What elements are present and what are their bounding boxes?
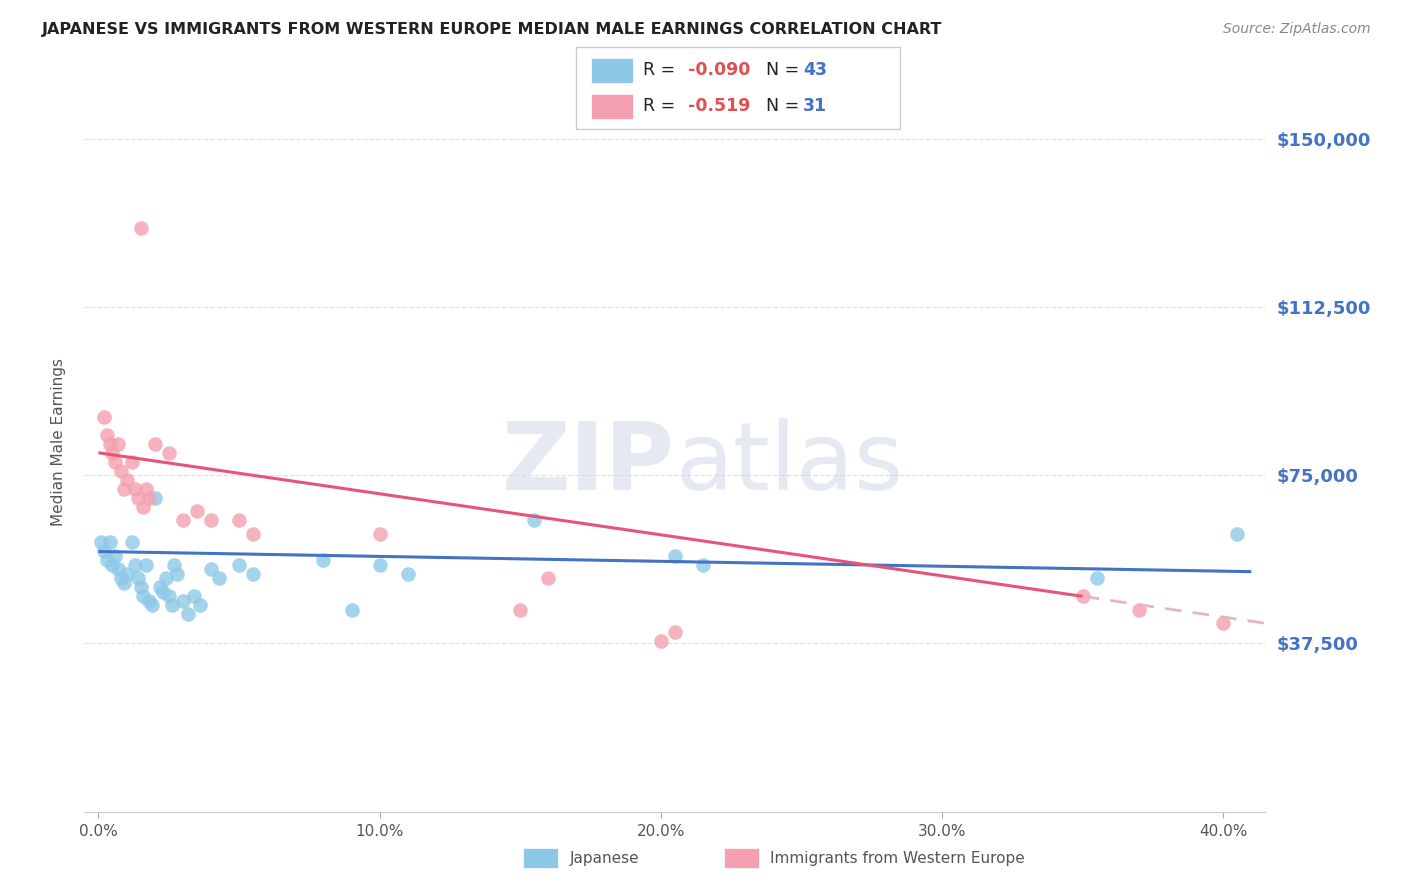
Point [160, 599, 183, 613]
Point [93, 544, 115, 558]
Point [664, 625, 686, 640]
Point [155, 571, 177, 585]
Text: N =: N = [766, 97, 806, 115]
Point [208, 571, 231, 585]
Text: -0.519: -0.519 [688, 97, 749, 115]
Point [132, 500, 155, 514]
Point [650, 634, 672, 648]
Point [104, 549, 127, 563]
Point [98, 437, 121, 451]
Point [396, 566, 419, 581]
Point [107, 562, 129, 576]
Point [537, 571, 560, 585]
Point [509, 603, 531, 617]
Point [96, 553, 118, 567]
Point [1226, 526, 1249, 541]
Point [228, 513, 250, 527]
Text: R =: R = [643, 62, 681, 79]
Point [132, 590, 155, 604]
Point [129, 580, 152, 594]
Point [157, 590, 180, 604]
Point [186, 504, 208, 518]
Point [1071, 590, 1094, 604]
Point [98, 535, 121, 549]
Text: 31: 31 [803, 97, 827, 115]
Point [115, 473, 138, 487]
Point [172, 513, 194, 527]
Text: atlas: atlas [675, 417, 903, 509]
Point [152, 585, 174, 599]
Point [664, 549, 686, 563]
Text: -0.090: -0.090 [688, 62, 749, 79]
Point [188, 599, 211, 613]
Point [127, 571, 149, 585]
Point [112, 482, 135, 496]
Text: ZIP: ZIP [502, 417, 675, 509]
Point [523, 513, 546, 527]
Point [172, 594, 194, 608]
Point [127, 491, 149, 505]
Point [110, 571, 132, 585]
Point [138, 594, 160, 608]
Point [121, 535, 143, 549]
Point [124, 558, 146, 572]
Point [101, 558, 124, 572]
Point [157, 446, 180, 460]
Text: R =: R = [643, 97, 681, 115]
Point [368, 558, 391, 572]
Point [228, 558, 250, 572]
Point [141, 599, 163, 613]
Text: JAPANESE VS IMMIGRANTS FROM WESTERN EUROPE MEDIAN MALE EARNINGS CORRELATION CHAR: JAPANESE VS IMMIGRANTS FROM WESTERN EURO… [42, 22, 942, 37]
Point [93, 409, 115, 424]
Point [107, 437, 129, 451]
Point [200, 562, 222, 576]
Point [101, 446, 124, 460]
Point [129, 221, 152, 235]
Text: N =: N = [766, 62, 806, 79]
Point [121, 455, 143, 469]
Text: Source: ZipAtlas.com: Source: ZipAtlas.com [1223, 22, 1371, 37]
Point [104, 455, 127, 469]
Point [242, 526, 264, 541]
Point [138, 491, 160, 505]
Point [90, 535, 112, 549]
Point [1128, 603, 1150, 617]
Text: 43: 43 [803, 62, 827, 79]
Point [183, 590, 205, 604]
Point [692, 558, 714, 572]
Point [112, 575, 135, 590]
Point [368, 526, 391, 541]
Point [135, 482, 157, 496]
Y-axis label: Median Male Earnings: Median Male Earnings [51, 358, 66, 525]
Point [242, 566, 264, 581]
Point [340, 603, 363, 617]
Point [1085, 571, 1108, 585]
Text: Japanese: Japanese [569, 851, 640, 865]
Point [143, 491, 166, 505]
Point [312, 553, 335, 567]
Point [96, 427, 118, 442]
Point [1212, 616, 1234, 631]
Point [115, 566, 138, 581]
Point [124, 482, 146, 496]
Point [166, 566, 188, 581]
Point [200, 513, 222, 527]
Point [177, 607, 200, 622]
Point [149, 580, 172, 594]
Text: Immigrants from Western Europe: Immigrants from Western Europe [770, 851, 1025, 865]
Point [135, 558, 157, 572]
Point [163, 558, 186, 572]
Point [143, 437, 166, 451]
Point [110, 464, 132, 478]
